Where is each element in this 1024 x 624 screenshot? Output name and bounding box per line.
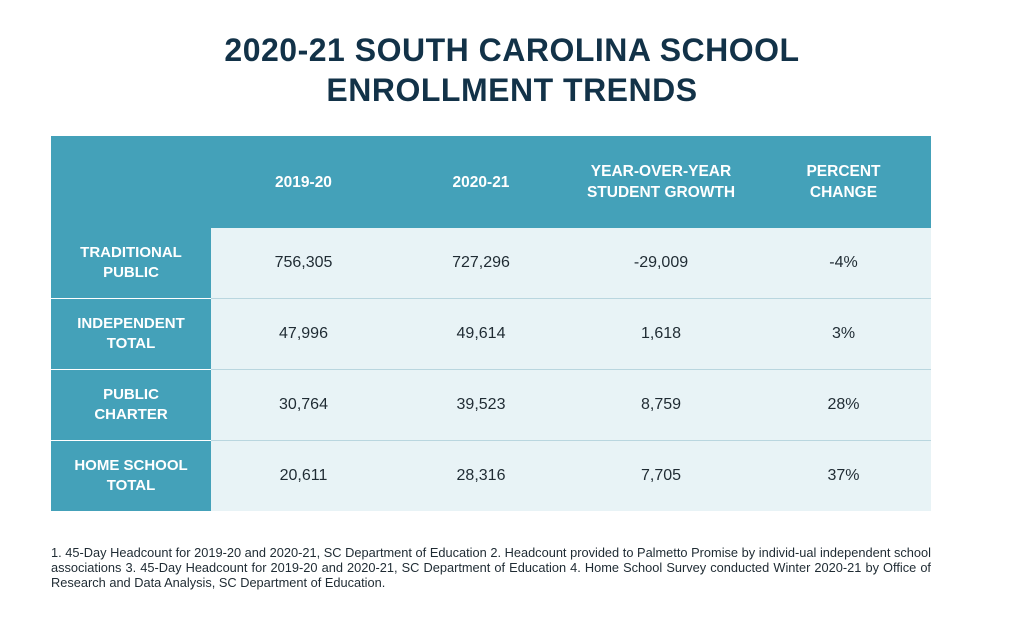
table-row: INDEPENDENT TOTAL 47,996 49,614 1,618 3% bbox=[51, 298, 931, 370]
row-label: INDEPENDENT TOTAL bbox=[51, 298, 211, 370]
table-row: TRADITIONAL PUBLIC 756,305 727,296 -29,0… bbox=[51, 228, 931, 299]
cell-yoy-growth: -29,009 bbox=[566, 228, 756, 299]
table-body: TRADITIONAL PUBLIC 756,305 727,296 -29,0… bbox=[51, 228, 931, 511]
cell-percent-change: 28% bbox=[756, 369, 931, 441]
enrollment-table: 2019-20 2020-21 YEAR-OVER-YEAR STUDENT G… bbox=[51, 136, 931, 511]
row-label-line-1: INDEPENDENT bbox=[77, 315, 185, 332]
cell-2019-20: 30,764 bbox=[211, 369, 396, 441]
header-pct-line-2: CHANGE bbox=[809, 184, 878, 201]
title-line-2: ENROLLMENT TRENDS bbox=[326, 72, 698, 108]
cell-percent-change: 37% bbox=[756, 440, 931, 511]
cell-yoy-growth: 7,705 bbox=[566, 440, 756, 511]
header-2020-21: 2020-21 bbox=[396, 136, 566, 228]
cell-2020-21: 39,523 bbox=[396, 369, 566, 441]
table-header: 2019-20 2020-21 YEAR-OVER-YEAR STUDENT G… bbox=[51, 136, 931, 228]
cell-yoy-growth: 8,759 bbox=[566, 369, 756, 441]
cell-2019-20: 756,305 bbox=[211, 228, 396, 299]
footnote: 1. 45-Day Headcount for 2019-20 and 2020… bbox=[51, 545, 931, 590]
page-title: 2020-21 SOUTH CAROLINA SCHOOL ENROLLMENT… bbox=[0, 30, 1024, 110]
cell-2020-21: 49,614 bbox=[396, 298, 566, 370]
header-yoy-line-2: STUDENT GROWTH bbox=[586, 184, 736, 201]
cell-yoy-growth: 1,618 bbox=[566, 298, 756, 370]
header-yoy-line-1: YEAR-OVER-YEAR bbox=[590, 163, 732, 180]
header-2019-20: 2019-20 bbox=[211, 136, 396, 228]
row-label: HOME SCHOOL TOTAL bbox=[51, 440, 211, 511]
row-label-line-1: PUBLIC bbox=[103, 386, 159, 403]
cell-2019-20: 47,996 bbox=[211, 298, 396, 370]
row-label-line-2: TOTAL bbox=[106, 335, 156, 352]
row-label-line-1: HOME SCHOOL bbox=[74, 457, 188, 474]
row-label: TRADITIONAL PUBLIC bbox=[51, 228, 211, 299]
row-label-line-2: TOTAL bbox=[106, 477, 156, 494]
cell-percent-change: 3% bbox=[756, 298, 931, 370]
table-row: PUBLIC CHARTER 30,764 39,523 8,759 28% bbox=[51, 369, 931, 441]
header-row: 2019-20 2020-21 YEAR-OVER-YEAR STUDENT G… bbox=[51, 136, 931, 228]
cell-percent-change: -4% bbox=[756, 228, 931, 299]
row-label: PUBLIC CHARTER bbox=[51, 369, 211, 441]
header-percent-change: PERCENT CHANGE bbox=[756, 136, 931, 228]
row-label-line-1: TRADITIONAL bbox=[80, 244, 182, 261]
cell-2020-21: 727,296 bbox=[396, 228, 566, 299]
row-label-line-2: CHARTER bbox=[94, 406, 168, 423]
cell-2019-20: 20,611 bbox=[211, 440, 396, 511]
row-label-line-2: PUBLIC bbox=[103, 264, 159, 281]
cell-2020-21: 28,316 bbox=[396, 440, 566, 511]
header-corner bbox=[51, 136, 211, 228]
header-yoy-growth: YEAR-OVER-YEAR STUDENT GROWTH bbox=[566, 136, 756, 228]
header-pct-line-1: PERCENT bbox=[806, 163, 881, 180]
title-line-1: 2020-21 SOUTH CAROLINA SCHOOL bbox=[224, 32, 800, 68]
table-row: HOME SCHOOL TOTAL 20,611 28,316 7,705 37… bbox=[51, 440, 931, 511]
